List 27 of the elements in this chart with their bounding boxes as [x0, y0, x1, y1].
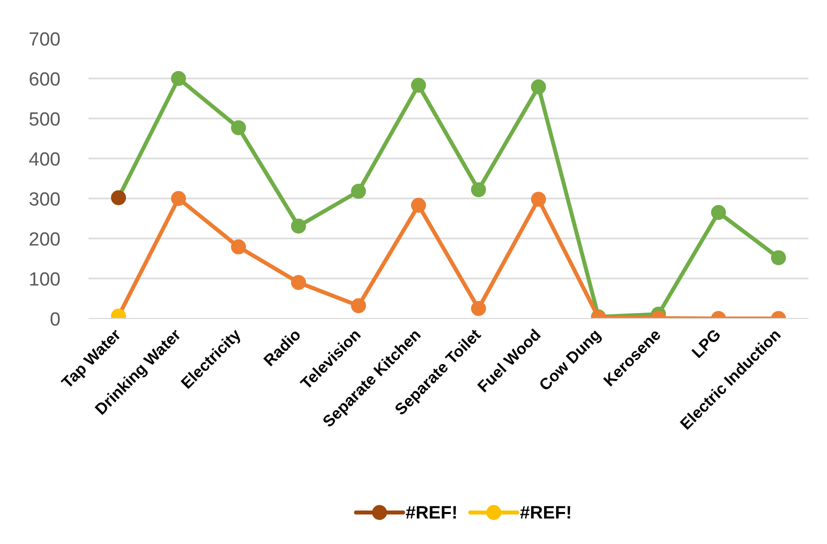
- point: [471, 182, 486, 198]
- point: [291, 218, 306, 234]
- point: [531, 79, 546, 94]
- y-tick-label: 300: [28, 190, 60, 210]
- point: [231, 120, 246, 136]
- y-tick-label: 700: [28, 30, 60, 50]
- legend-label: #REF!: [520, 502, 572, 522]
- point: [111, 190, 126, 206]
- y-tick-label: 200: [28, 230, 60, 250]
- point: [471, 301, 486, 316]
- point: [771, 250, 786, 266]
- point: [411, 198, 426, 213]
- point: [351, 298, 366, 314]
- point: [291, 275, 306, 290]
- y-tick-label: 0: [50, 310, 61, 330]
- y-tick-label: 400: [28, 150, 60, 170]
- point: [231, 239, 246, 254]
- point: [171, 191, 186, 206]
- point: [531, 192, 546, 207]
- y-tick-label: 100: [28, 270, 60, 290]
- y-tick-label: 500: [28, 110, 60, 130]
- point: [351, 184, 366, 199]
- point: [171, 71, 186, 86]
- legend-label: #REF!: [406, 502, 458, 522]
- point: [411, 78, 426, 93]
- y-tick-label: 600: [28, 70, 60, 90]
- point: [711, 205, 726, 220]
